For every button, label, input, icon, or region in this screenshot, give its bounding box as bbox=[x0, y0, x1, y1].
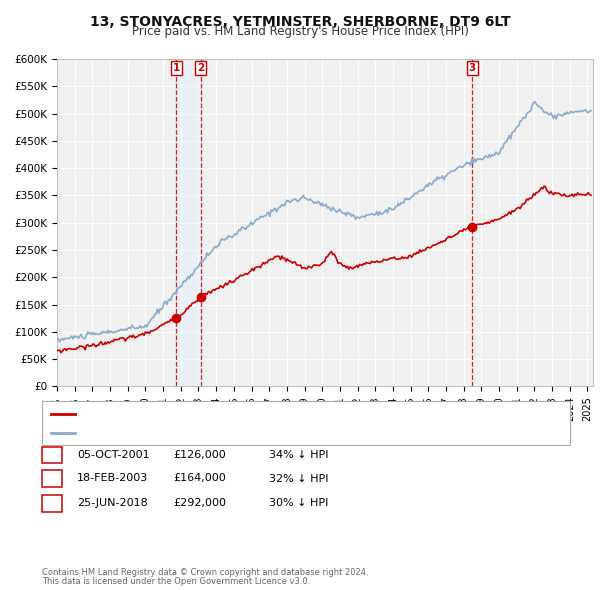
Text: 1: 1 bbox=[173, 63, 180, 73]
Text: 2: 2 bbox=[48, 474, 56, 483]
Text: HPI: Average price, detached house, Dorset: HPI: Average price, detached house, Dors… bbox=[81, 428, 299, 438]
Text: 30% ↓ HPI: 30% ↓ HPI bbox=[269, 499, 328, 508]
Text: 3: 3 bbox=[469, 63, 476, 73]
Bar bbox=[176, 59, 200, 386]
Text: 34% ↓ HPI: 34% ↓ HPI bbox=[269, 450, 328, 460]
Text: £164,000: £164,000 bbox=[173, 474, 226, 483]
Text: 32% ↓ HPI: 32% ↓ HPI bbox=[269, 474, 328, 483]
Text: 3: 3 bbox=[48, 499, 56, 508]
Text: Price paid vs. HM Land Registry's House Price Index (HPI): Price paid vs. HM Land Registry's House … bbox=[131, 25, 469, 38]
Text: 13, STONYACRES, YETMINSTER, SHERBORNE, DT9 6LT: 13, STONYACRES, YETMINSTER, SHERBORNE, D… bbox=[89, 15, 511, 29]
Text: £292,000: £292,000 bbox=[173, 499, 226, 508]
Text: Contains HM Land Registry data © Crown copyright and database right 2024.: Contains HM Land Registry data © Crown c… bbox=[42, 568, 368, 577]
Text: 13, STONYACRES, YETMINSTER, SHERBORNE, DT9 6LT (detached house): 13, STONYACRES, YETMINSTER, SHERBORNE, D… bbox=[81, 409, 440, 418]
Text: £126,000: £126,000 bbox=[173, 450, 226, 460]
Text: 05-OCT-2001: 05-OCT-2001 bbox=[77, 450, 149, 460]
Text: This data is licensed under the Open Government Licence v3.0.: This data is licensed under the Open Gov… bbox=[42, 577, 310, 586]
Text: 25-JUN-2018: 25-JUN-2018 bbox=[77, 499, 148, 508]
Text: 2: 2 bbox=[197, 63, 204, 73]
Text: 1: 1 bbox=[48, 450, 56, 460]
Text: 18-FEB-2003: 18-FEB-2003 bbox=[77, 474, 148, 483]
